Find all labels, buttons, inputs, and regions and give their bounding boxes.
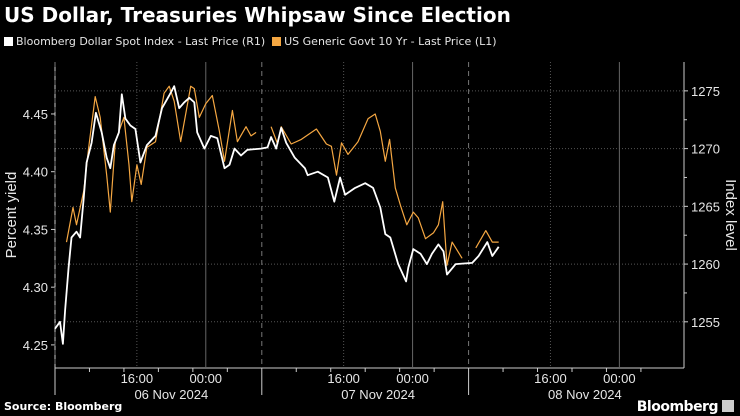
y-left-tick-label: 4.25 bbox=[23, 338, 48, 353]
x-tick-label: 16:00 bbox=[327, 371, 360, 386]
chart-title: US Dollar, Treasuries Whipsaw Since Elec… bbox=[4, 3, 511, 27]
y-left-tick-label: 4.45 bbox=[23, 107, 48, 122]
y-right-tick-label: 1275 bbox=[691, 84, 720, 99]
y-right-axis-title: Index level bbox=[722, 179, 739, 251]
x-tick-label: 00:00 bbox=[603, 371, 636, 386]
series-line-dollar-index bbox=[54, 85, 500, 345]
x-tick-label: 00:00 bbox=[396, 371, 429, 386]
bloomberg-logo: Bloomberg bbox=[636, 399, 719, 415]
series-line-10yr-yield bbox=[65, 85, 499, 266]
x-date-label: 07 Nov 2024 bbox=[341, 387, 415, 402]
legend-item-dollar-index: Bloomberg Dollar Spot Index - Last Price… bbox=[4, 35, 265, 48]
legend: Bloomberg Dollar Spot Index - Last Price… bbox=[4, 35, 504, 48]
legend-label: US Generic Govt 10 Yr - Last Price (L1) bbox=[284, 35, 497, 48]
x-date-label: 08 Nov 2024 bbox=[548, 387, 622, 402]
x-tick-label: 00:00 bbox=[190, 371, 223, 386]
y-right-tick-label: 1255 bbox=[691, 315, 720, 330]
y-left-tick-label: 4.30 bbox=[23, 280, 48, 295]
source-note: Source: Bloomberg bbox=[4, 400, 123, 413]
x-tick-label: 16:00 bbox=[534, 371, 567, 386]
x-tick-label: 16:00 bbox=[121, 371, 154, 386]
y-left-axis-title: Percent yield bbox=[3, 172, 20, 259]
y-left-tick-label: 4.40 bbox=[23, 165, 48, 180]
y-right-tick-label: 1265 bbox=[691, 199, 720, 214]
legend-swatch-white bbox=[4, 37, 13, 46]
y-right-tick-label: 1270 bbox=[691, 142, 720, 157]
bloomberg-terminal-icon bbox=[722, 400, 734, 412]
legend-label: Bloomberg Dollar Spot Index - Last Price… bbox=[16, 35, 266, 48]
y-right-tick-label: 1260 bbox=[691, 257, 720, 272]
x-date-label: 06 Nov 2024 bbox=[134, 387, 208, 402]
y-left-tick-label: 4.35 bbox=[23, 222, 48, 237]
legend-item-10yr: US Generic Govt 10 Yr - Last Price (L1) bbox=[272, 35, 497, 48]
legend-swatch-orange bbox=[272, 37, 282, 46]
